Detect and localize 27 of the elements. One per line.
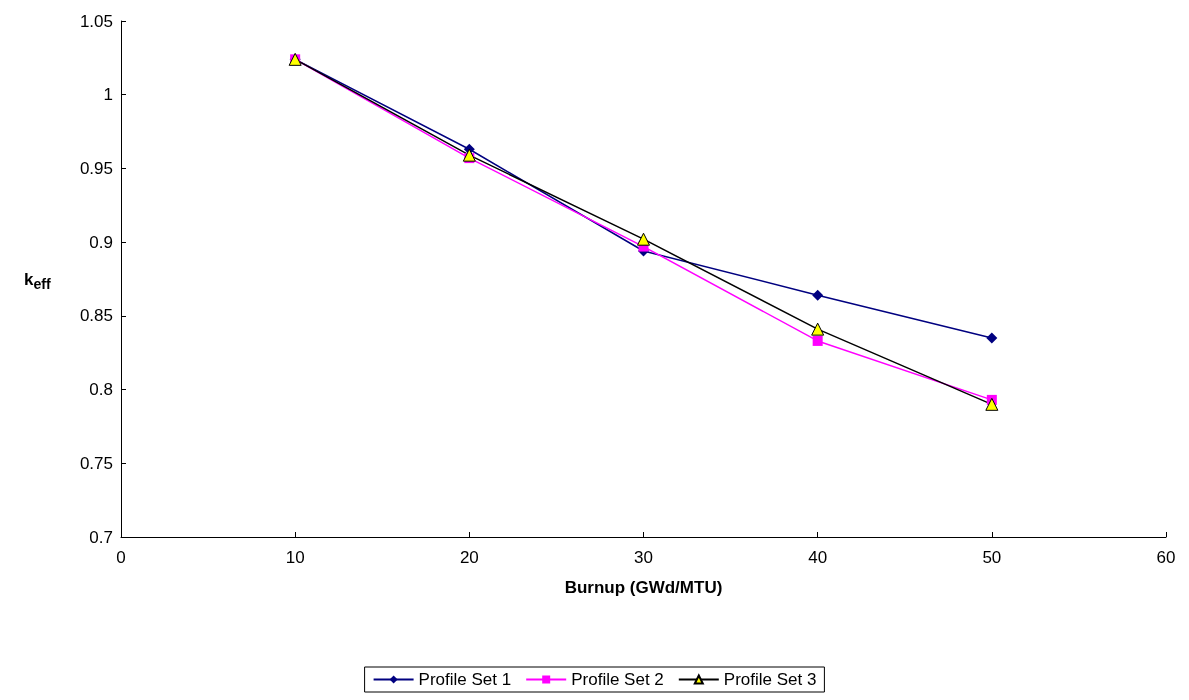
point xyxy=(812,335,823,346)
y-tick-label: 0.9 xyxy=(89,232,113,252)
legend-label: Profile Set 3 xyxy=(723,670,817,689)
y-tick-label: 0.75 xyxy=(79,453,113,473)
point xyxy=(462,148,476,162)
y-tick-label: 1 xyxy=(103,85,113,105)
x-tick-label: 20 xyxy=(459,548,479,567)
x-tick-label: 60 xyxy=(1156,548,1176,567)
x-tick-label: 30 xyxy=(634,548,653,567)
y-tick-label: 0.95 xyxy=(79,158,113,178)
x-tick-label: 40 xyxy=(808,548,828,567)
x-tick-label: 50 xyxy=(982,548,1002,567)
x-tick-label: 0 xyxy=(116,548,126,567)
y-axis-title: k$_{eff}$ xyxy=(24,270,51,293)
point xyxy=(986,332,998,344)
y-tick-label: 0.7 xyxy=(89,527,113,547)
y-tick-label: 0.8 xyxy=(89,380,113,400)
x-tick-label: 10 xyxy=(285,548,305,567)
point xyxy=(811,322,825,336)
point xyxy=(985,397,999,411)
x-axis-title: Burnup (GWd/MTU) xyxy=(564,578,723,597)
y-tick-label: 1.05 xyxy=(79,11,113,31)
point xyxy=(812,289,824,301)
point xyxy=(637,232,650,246)
legend-label: Profile Set 2 xyxy=(571,670,664,689)
legend-label: Profile Set 1 xyxy=(418,670,512,689)
y-tick-label: 0.85 xyxy=(79,306,113,326)
